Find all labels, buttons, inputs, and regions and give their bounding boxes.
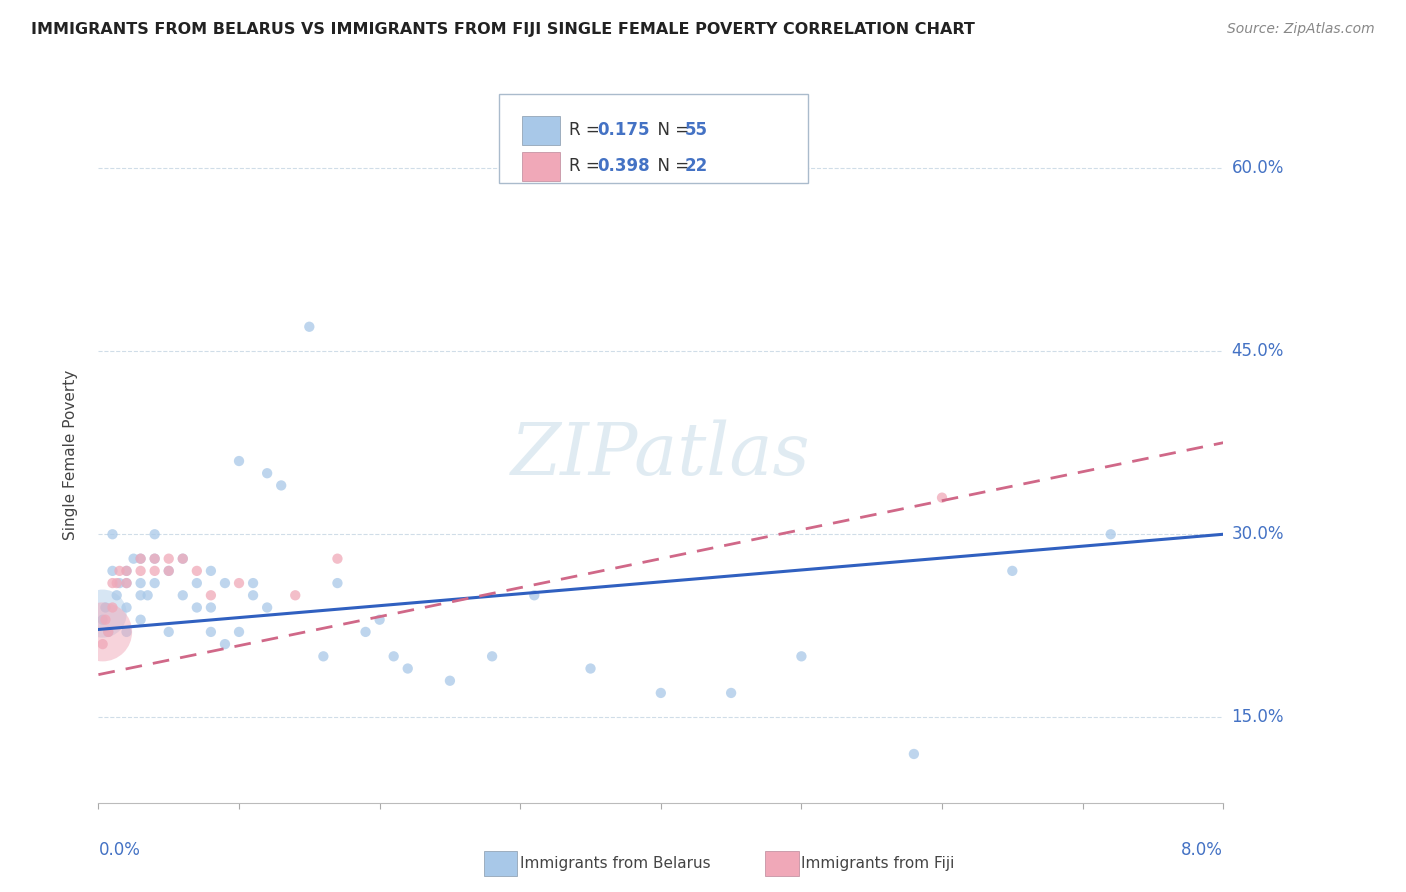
- Point: [172, 551, 194, 566]
- Point: [157, 564, 180, 578]
- Text: Immigrants from Fiji: Immigrants from Fiji: [801, 856, 955, 871]
- Point: [228, 624, 250, 639]
- Point: [143, 527, 166, 541]
- Point: [108, 576, 131, 591]
- Point: [903, 747, 925, 761]
- Point: [650, 686, 672, 700]
- Point: [214, 637, 236, 651]
- Point: [143, 576, 166, 591]
- Point: [579, 661, 602, 675]
- Point: [157, 624, 180, 639]
- Text: 0.398: 0.398: [598, 157, 650, 176]
- Point: [143, 564, 166, 578]
- Point: [439, 673, 461, 688]
- Point: [186, 564, 208, 578]
- Point: [256, 600, 278, 615]
- Point: [172, 588, 194, 602]
- Point: [105, 576, 128, 591]
- Text: R =: R =: [569, 121, 606, 139]
- Point: [129, 551, 152, 566]
- Point: [91, 613, 114, 627]
- Point: [115, 564, 138, 578]
- Point: [101, 576, 124, 591]
- Point: [101, 600, 124, 615]
- Point: [382, 649, 405, 664]
- Point: [97, 624, 120, 639]
- Point: [284, 588, 307, 602]
- Point: [186, 576, 208, 591]
- Point: [368, 613, 391, 627]
- Point: [97, 624, 120, 639]
- Text: N =: N =: [647, 157, 695, 176]
- Point: [129, 551, 152, 566]
- Point: [200, 624, 222, 639]
- Point: [115, 624, 138, 639]
- Point: [94, 600, 117, 615]
- Point: [129, 588, 152, 602]
- Text: 15.0%: 15.0%: [1232, 708, 1284, 726]
- Point: [200, 600, 222, 615]
- Point: [790, 649, 813, 664]
- Point: [91, 624, 114, 639]
- Point: [326, 551, 349, 566]
- Point: [129, 564, 152, 578]
- Text: 60.0%: 60.0%: [1232, 159, 1284, 178]
- Point: [136, 588, 159, 602]
- Point: [931, 491, 953, 505]
- Point: [129, 613, 152, 627]
- Text: 0.175: 0.175: [598, 121, 650, 139]
- Text: IMMIGRANTS FROM BELARUS VS IMMIGRANTS FROM FIJI SINGLE FEMALE POVERTY CORRELATIO: IMMIGRANTS FROM BELARUS VS IMMIGRANTS FR…: [31, 22, 974, 37]
- Point: [91, 607, 114, 621]
- Point: [242, 588, 264, 602]
- Point: [157, 551, 180, 566]
- Text: 8.0%: 8.0%: [1181, 841, 1223, 859]
- Point: [186, 600, 208, 615]
- Text: Immigrants from Belarus: Immigrants from Belarus: [520, 856, 711, 871]
- Point: [108, 564, 131, 578]
- Point: [105, 588, 128, 602]
- Point: [354, 624, 377, 639]
- Point: [101, 564, 124, 578]
- Text: 22: 22: [685, 157, 709, 176]
- Text: 30.0%: 30.0%: [1232, 525, 1284, 543]
- Point: [115, 576, 138, 591]
- Point: [115, 576, 138, 591]
- Point: [256, 467, 278, 481]
- Point: [228, 576, 250, 591]
- Point: [143, 551, 166, 566]
- Point: [91, 637, 114, 651]
- Point: [143, 551, 166, 566]
- Point: [1001, 564, 1024, 578]
- Text: 55: 55: [685, 121, 707, 139]
- Y-axis label: Single Female Poverty: Single Female Poverty: [63, 370, 77, 540]
- Point: [298, 319, 321, 334]
- Point: [94, 613, 117, 627]
- Point: [101, 527, 124, 541]
- Text: N =: N =: [647, 121, 695, 139]
- Point: [481, 649, 503, 664]
- Point: [129, 576, 152, 591]
- Point: [214, 576, 236, 591]
- Point: [200, 588, 222, 602]
- Point: [720, 686, 742, 700]
- Point: [242, 576, 264, 591]
- Point: [326, 576, 349, 591]
- Point: [228, 454, 250, 468]
- Point: [1099, 527, 1122, 541]
- Point: [157, 564, 180, 578]
- Point: [312, 649, 335, 664]
- Point: [200, 564, 222, 578]
- Point: [396, 661, 419, 675]
- Text: 0.0%: 0.0%: [98, 841, 141, 859]
- Point: [270, 478, 292, 492]
- Point: [115, 600, 138, 615]
- Point: [115, 564, 138, 578]
- Point: [523, 588, 546, 602]
- Text: 45.0%: 45.0%: [1232, 343, 1284, 360]
- Text: ZIPatlas: ZIPatlas: [510, 419, 811, 491]
- Point: [122, 551, 145, 566]
- Text: Source: ZipAtlas.com: Source: ZipAtlas.com: [1227, 22, 1375, 37]
- Text: R =: R =: [569, 157, 606, 176]
- Point: [172, 551, 194, 566]
